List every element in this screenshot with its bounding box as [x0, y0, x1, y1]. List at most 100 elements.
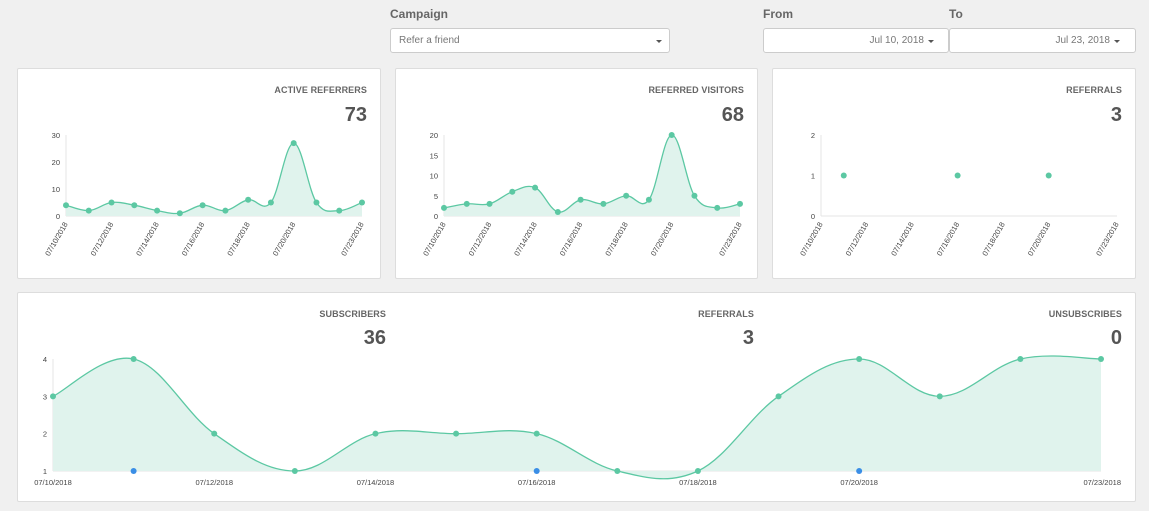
x-tick-label: 07/18/2018 — [679, 478, 717, 487]
data-point — [691, 192, 698, 199]
active-referrers-card: ACTIVE REFERRERS 73 0 10 20 30 07/10/2018 07/… — [17, 68, 381, 279]
data-point — [108, 199, 115, 206]
chevron-down-icon — [1114, 40, 1120, 43]
y-tick-label: 4 — [43, 355, 47, 364]
data-point — [936, 393, 943, 400]
x-tick-label: 07/12/2018 — [844, 221, 871, 258]
y-tick-label: 30 — [52, 131, 60, 140]
y-tick-label: 10 — [430, 172, 438, 181]
x-tick-label: 07/23/2018 — [1094, 221, 1121, 258]
unsubscribes-value: 0 — [1110, 327, 1122, 349]
to-date-value: Jul 23, 2018 — [1055, 35, 1111, 46]
data-point — [245, 196, 252, 203]
subscribers-chart: 1 2 3 4 07/10/2018 07/12/2018 07/14/2018 07/16/… — [34, 355, 1121, 487]
data-point — [154, 207, 161, 214]
series-line — [52, 355, 1102, 480]
x-tick-label: 07/12/2018 — [89, 221, 116, 258]
x-tick-label: 07/20/2018 — [840, 478, 878, 487]
x-tick-label: 07/23/2018 — [1083, 478, 1121, 487]
data-point — [1045, 172, 1052, 179]
referral-marker — [856, 468, 863, 474]
campaign-label: Campaign — [390, 7, 449, 21]
data-point — [694, 468, 701, 474]
data-point — [463, 200, 470, 207]
data-point — [336, 207, 343, 214]
referred-visitors-card: REFERRED VISITORS 68 0 5 10 15 20 07/10/2018 0… — [395, 68, 758, 279]
campaign-select-value: Refer a friend — [399, 35, 460, 46]
y-tick-label: 0 — [434, 212, 438, 221]
data-point — [63, 202, 69, 209]
referrals-value: 3 — [1110, 104, 1122, 126]
series-area — [66, 143, 362, 216]
x-tick-label: 07/16/2018 — [180, 221, 207, 258]
data-point — [714, 204, 721, 211]
y-tick-label: 15 — [430, 151, 438, 160]
y-tick-label: 2 — [811, 131, 815, 140]
x-tick-label: 07/18/2018 — [980, 221, 1007, 258]
to-date-picker[interactable]: Jul 23, 2018 — [949, 28, 1136, 53]
y-tick-label: 20 — [52, 158, 60, 167]
x-tick-label: 07/18/2018 — [225, 221, 252, 258]
x-tick-label: 07/20/2018 — [271, 221, 298, 258]
y-tick-label: 0 — [811, 212, 815, 221]
x-tick-label: 07/12/2018 — [467, 221, 494, 258]
chevron-down-icon — [656, 40, 662, 43]
data-point — [775, 393, 782, 400]
referred-visitors-chart: 0 5 10 15 20 07/10/2018 07/12/2018 07/14/2018 07… — [421, 131, 744, 258]
data-point — [577, 196, 584, 203]
data-point — [131, 202, 138, 209]
data-point — [211, 430, 218, 437]
series-line — [65, 142, 363, 215]
x-tick-label: 07/14/2018 — [889, 221, 916, 258]
x-tick-label: 07/16/2018 — [935, 221, 962, 258]
data-point — [130, 356, 137, 362]
bottom-referrals-value: 3 — [742, 327, 754, 349]
referral-marker — [130, 468, 137, 474]
data-point — [176, 210, 183, 217]
campaign-select[interactable]: Refer a friend — [390, 28, 670, 53]
series-area — [444, 134, 740, 216]
data-point — [441, 204, 447, 211]
from-label: From — [763, 7, 793, 21]
x-tick-label: 07/16/2018 — [558, 221, 585, 258]
series-line — [443, 134, 741, 213]
x-tick-label: 07/14/2018 — [512, 221, 539, 258]
data-point — [600, 200, 607, 207]
data-point — [532, 184, 539, 191]
x-tick-label: 07/18/2018 — [603, 221, 630, 258]
y-tick-label: 1 — [43, 467, 47, 476]
data-point — [222, 207, 229, 214]
referrals-title: REFERRALS — [1066, 85, 1122, 95]
data-point — [290, 140, 297, 147]
y-tick-label: 3 — [43, 392, 47, 401]
bottom-referrals-title: REFERRALS — [698, 309, 754, 319]
data-point — [85, 207, 92, 214]
active-referrers-title: ACTIVE REFERRERS — [274, 85, 367, 95]
data-point — [313, 199, 320, 206]
data-point — [554, 208, 561, 215]
y-tick-label: 1 — [811, 172, 815, 181]
x-tick-label: 07/10/2018 — [421, 221, 448, 258]
data-point — [954, 172, 961, 179]
data-point — [50, 393, 56, 400]
data-point — [668, 132, 675, 138]
y-tick-label: 2 — [43, 430, 47, 439]
data-point — [1017, 356, 1024, 362]
y-tick-label: 5 — [434, 192, 438, 201]
referral-marker — [533, 468, 540, 474]
data-point — [453, 430, 460, 437]
data-point — [291, 468, 298, 474]
series-area — [53, 356, 1101, 479]
x-tick-label: 07/16/2018 — [518, 478, 556, 487]
subscribers-value: 36 — [363, 327, 386, 349]
from-date-picker[interactable]: Jul 10, 2018 — [763, 28, 949, 53]
x-tick-label: 07/12/2018 — [195, 478, 233, 487]
data-point — [645, 196, 652, 203]
data-point — [509, 188, 516, 195]
data-point — [533, 430, 540, 437]
data-point — [623, 192, 630, 199]
data-point — [372, 430, 379, 437]
x-tick-label: 07/23/2018 — [339, 221, 366, 258]
unsubscribes-title: UNSUBSCRIBES — [1048, 309, 1122, 319]
referrals-chart: 0 1 2 07/10/2018 07/12/2018 07/14/2018 07/16/2… — [798, 131, 1121, 258]
